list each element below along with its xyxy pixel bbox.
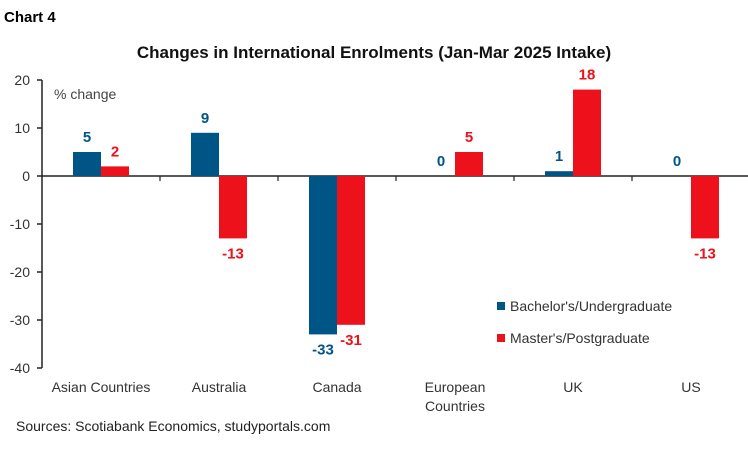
data-label: 5 xyxy=(465,129,473,146)
x-tick-label: Asian Countries xyxy=(52,379,151,395)
legend-swatch xyxy=(497,334,505,342)
y-tick-label: 20 xyxy=(14,72,30,88)
y-tick-label: -30 xyxy=(10,312,30,328)
x-tick-label: Countries xyxy=(425,398,485,414)
y-tick-label: -20 xyxy=(10,264,30,280)
data-label: 18 xyxy=(579,67,596,84)
data-label: -13 xyxy=(222,245,244,262)
data-label: -31 xyxy=(340,332,362,349)
bar-bachelor xyxy=(73,152,101,176)
data-label: 5 xyxy=(83,129,91,146)
bar-bachelor xyxy=(191,132,219,176)
bar-bachelor xyxy=(309,176,337,335)
data-label: 0 xyxy=(437,153,445,170)
bar-bachelor xyxy=(545,171,573,176)
data-label: 9 xyxy=(201,110,209,127)
y-tick-label: -40 xyxy=(10,360,30,376)
data-label: -13 xyxy=(694,245,716,262)
x-tick-label: UK xyxy=(563,379,583,395)
x-tick-label: European xyxy=(425,379,486,395)
bar-master xyxy=(337,176,365,325)
bar-master xyxy=(691,176,719,239)
bar-master xyxy=(101,166,129,176)
chart-title: Changes in International Enrolments (Jan… xyxy=(137,43,611,62)
data-label: 1 xyxy=(555,148,563,165)
y-tick-label: 0 xyxy=(22,168,30,184)
y-axis-label: % change xyxy=(54,86,116,102)
data-label: 0 xyxy=(673,153,681,170)
data-label: -33 xyxy=(312,341,334,358)
x-tick-label: US xyxy=(681,379,700,395)
chart-label: Chart 4 xyxy=(4,9,56,26)
x-tick-label: Australia xyxy=(192,379,247,395)
y-tick-label: -10 xyxy=(10,216,30,232)
legend-swatch xyxy=(497,302,505,310)
legend-label: Bachelor's/Undergraduate xyxy=(510,298,672,314)
y-tick-label: 10 xyxy=(14,120,30,136)
bar-master xyxy=(573,89,601,176)
data-label: 2 xyxy=(111,143,119,160)
bar-master xyxy=(455,152,483,176)
bar-master xyxy=(219,176,247,239)
legend-label: Master's/Postgraduate xyxy=(510,330,650,346)
source-note: Sources: Scotiabank Economics, studyport… xyxy=(16,418,330,434)
x-tick-label: Canada xyxy=(312,379,361,395)
